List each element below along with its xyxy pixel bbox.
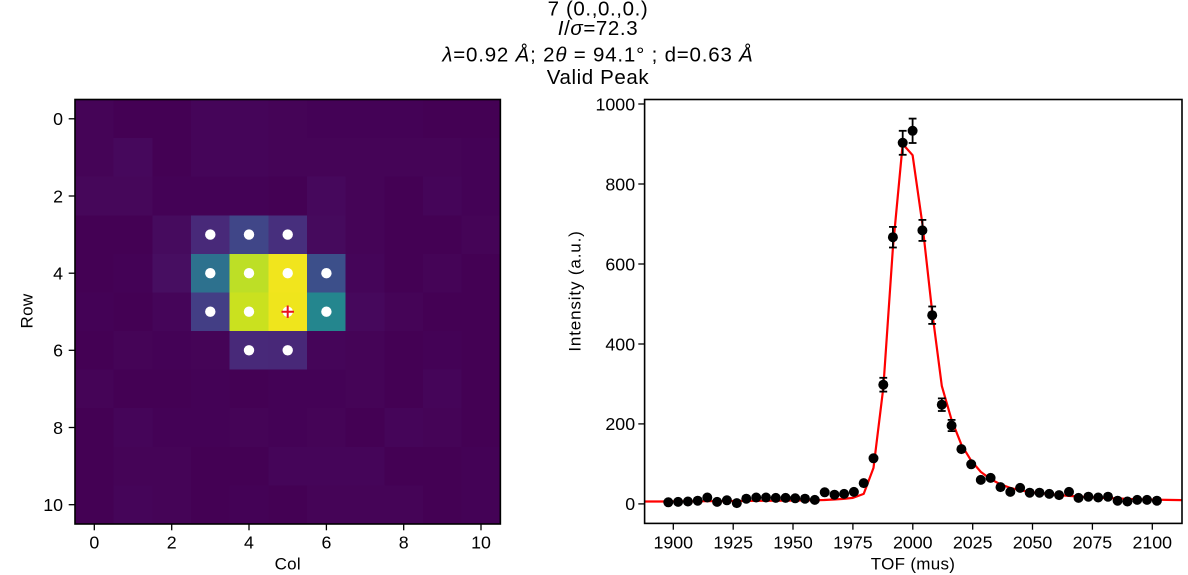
svg-text:2050: 2050	[1013, 533, 1053, 553]
svg-text:10: 10	[471, 533, 491, 553]
svg-text:8: 8	[399, 533, 409, 553]
svg-text:4: 4	[244, 533, 254, 553]
svg-text:0: 0	[625, 494, 635, 514]
svg-text:Valid Peak: Valid Peak	[547, 66, 650, 89]
svg-text:Row: Row	[18, 293, 37, 328]
svg-text:2100: 2100	[1133, 533, 1173, 553]
svg-text:0: 0	[53, 109, 63, 129]
svg-text:0: 0	[89, 533, 99, 553]
svg-text:2000: 2000	[893, 533, 933, 553]
svg-text:TOF (mus): TOF (mus)	[871, 554, 956, 573]
svg-text:2025: 2025	[953, 533, 993, 553]
svg-text:2: 2	[167, 533, 177, 553]
svg-text:1975: 1975	[833, 533, 873, 553]
svg-text:2075: 2075	[1073, 533, 1113, 553]
svg-text:2: 2	[53, 186, 63, 206]
svg-text:600: 600	[605, 254, 635, 274]
svg-text:200: 200	[605, 414, 635, 434]
svg-text:4: 4	[53, 264, 63, 284]
svg-text:400: 400	[605, 334, 635, 354]
svg-text:6: 6	[321, 533, 331, 553]
svg-text:λ=0.92 Å; 2θ = 94.1° ; d=0.63: λ=0.92 Å; 2θ = 94.1° ; d=0.63 Å	[441, 44, 753, 67]
svg-text:Intensity (a.u.): Intensity (a.u.)	[566, 230, 585, 351]
svg-text:10: 10	[43, 495, 63, 515]
svg-text:1950: 1950	[773, 533, 813, 553]
svg-text:7 (0.,0.,0.): 7 (0.,0.,0.)	[548, 0, 649, 20]
svg-text:Col: Col	[275, 554, 301, 573]
svg-text:1900: 1900	[654, 533, 694, 553]
svg-text:I/σ=72.3: I/σ=72.3	[558, 17, 638, 40]
svg-text:1925: 1925	[713, 533, 753, 553]
svg-text:800: 800	[605, 174, 635, 194]
svg-text:8: 8	[53, 418, 63, 438]
svg-text:1000: 1000	[596, 94, 636, 114]
svg-text:6: 6	[53, 341, 63, 361]
